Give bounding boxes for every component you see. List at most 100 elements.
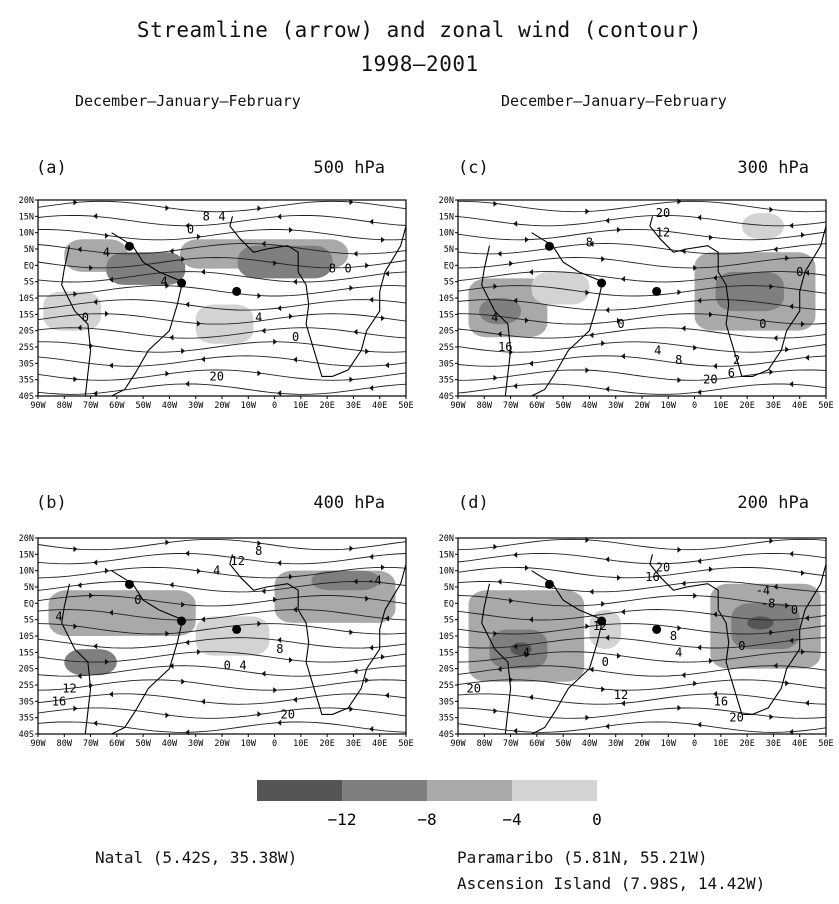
contour-label: 4 (218, 209, 225, 223)
station-paramaribo-label: Paramaribo (5.81N, 55.21W) (457, 848, 708, 867)
streamline-arrow (277, 305, 282, 312)
streamline (37, 721, 407, 733)
streamline-arrow (789, 381, 794, 388)
contour-label: 4 (103, 245, 110, 259)
x-tick-label: 0 (272, 739, 277, 749)
x-tick-label: 0 (692, 739, 697, 749)
x-tick-label: 60W (529, 739, 545, 749)
coastline (481, 245, 512, 397)
streamline-arrow (513, 727, 518, 734)
streamline-arrow (273, 338, 278, 345)
season-left: December–January–February (75, 92, 301, 110)
streamline-arrow (181, 601, 186, 608)
x-tick-label: 50W (135, 739, 151, 749)
streamline-arrow (693, 592, 698, 599)
streamline-arrow (261, 240, 266, 247)
x-tick-label: 60W (109, 739, 125, 749)
x-tick-label: 70W (83, 401, 99, 411)
contour-label: -8 (761, 596, 775, 610)
streamline-arrow (601, 686, 606, 693)
contour-label: 8 (675, 353, 682, 367)
streamline (38, 341, 407, 353)
y-tick-label: 15N (439, 212, 454, 222)
streamline-arrow (169, 663, 174, 670)
streamline-arrow (181, 678, 186, 685)
x-tick-label: 40E (792, 401, 807, 411)
streamline-arrow (169, 334, 174, 341)
streamline-arrow (524, 317, 529, 324)
x-tick-label: 10W (241, 401, 257, 411)
streamline (457, 242, 827, 255)
streamline-arrow (181, 256, 186, 263)
streamline-arrow (708, 234, 713, 241)
x-tick-label: 20E (319, 739, 334, 749)
x-tick-label: 0 (692, 401, 697, 411)
streamline-arrow (104, 567, 109, 574)
streamline-arrow (620, 353, 625, 360)
streamline-arrow (349, 629, 354, 636)
x-tick-label: 90W (450, 739, 466, 749)
streamline-arrow (165, 539, 170, 546)
streamline-arrow (365, 595, 370, 602)
streamline (37, 313, 407, 325)
x-tick-label: 50W (135, 401, 151, 411)
contour-label: 0 (82, 311, 89, 325)
y-tick-label: 10S (19, 294, 34, 304)
streamline-arrow (697, 389, 702, 396)
streamline-arrow (380, 315, 385, 322)
streamline-arrow (257, 370, 262, 377)
y-tick-label: 30S (439, 697, 454, 707)
legend-swatch (512, 780, 597, 801)
y-tick-label: EQ (444, 599, 454, 609)
x-tick-label: 10E (293, 739, 308, 749)
streamline-arrow (277, 559, 282, 566)
streamline-arrow (789, 728, 794, 735)
contour-label: 0 (602, 655, 609, 669)
streamline-arrow (585, 208, 590, 215)
x-tick-label: 50W (555, 401, 571, 411)
contour-label: 16 (714, 694, 728, 708)
streamline (37, 538, 407, 551)
streamline-arrow (800, 648, 805, 655)
streamline-arrow (77, 672, 82, 679)
streamline-arrow (349, 199, 354, 206)
streamline-arrow (257, 620, 262, 627)
streamline-arrow (773, 335, 778, 342)
streamline (37, 214, 407, 227)
streamline (457, 369, 827, 381)
streamline (37, 243, 407, 255)
streamline-arrow (73, 705, 78, 712)
x-tick-label: 50W (555, 739, 571, 749)
contour-label: 0 (791, 603, 798, 617)
streamline-arrow (257, 540, 262, 547)
y-tick-label: 10N (19, 229, 34, 239)
map-panel-c-300hpa: 90W 80W 70W 60W 50W 40W 30W 20W 10W 0 10E 20E 30E 40E… (439, 196, 834, 411)
streamline-arrow (712, 363, 717, 370)
streamline-arrow (681, 672, 686, 679)
streamline-arrow (257, 711, 262, 718)
streamline-arrow (708, 311, 713, 318)
y-tick-label: 5N (444, 245, 454, 255)
station-dot (232, 624, 242, 634)
x-tick-label: 20E (739, 401, 754, 411)
streamline (457, 257, 827, 269)
streamline-arrow (292, 278, 297, 285)
panel-d-level: 200 hPa (737, 493, 809, 513)
contour-label: 16 (645, 570, 659, 584)
shaded-region (106, 252, 186, 285)
contour-label: 20 (210, 369, 224, 383)
panel-b-level: 400 hPa (313, 493, 385, 513)
streamline (457, 299, 827, 311)
streamline (37, 369, 407, 381)
streamline-arrow (708, 657, 713, 664)
contour-label: 4 (239, 658, 246, 672)
streamline (457, 595, 827, 607)
streamline-arrow (185, 380, 190, 387)
x-tick-label: 30E (346, 401, 361, 411)
y-tick-label: EQ (444, 261, 454, 271)
streamline-arrow (677, 377, 682, 384)
streamline (457, 383, 827, 395)
streamline-arrow (693, 344, 698, 351)
streamline-arrow (804, 354, 809, 361)
streamline-arrow (800, 570, 805, 577)
